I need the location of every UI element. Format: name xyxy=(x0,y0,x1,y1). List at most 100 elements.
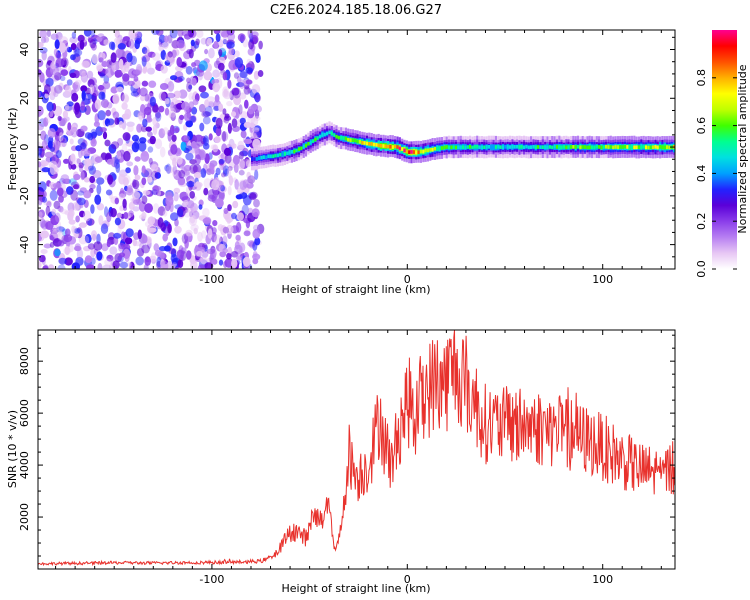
heatmap-cell xyxy=(239,117,246,125)
heatmap-cell xyxy=(91,92,97,103)
heatmap-cell xyxy=(191,62,197,68)
heatmap-cell xyxy=(254,92,261,103)
heatmap-cell xyxy=(240,130,247,139)
heatmap-cell xyxy=(181,30,190,37)
heatmap-cell xyxy=(197,264,206,269)
heatmap-cell xyxy=(226,252,232,260)
heatmap-cell xyxy=(279,152,282,157)
heatmap-cell xyxy=(245,160,252,168)
heatmap-cell xyxy=(297,147,301,151)
heatmap-cell xyxy=(80,170,85,181)
heatmap-cell xyxy=(179,114,185,121)
heatmap-cell xyxy=(247,175,256,184)
heatmap-cell xyxy=(124,253,130,263)
heatmap-cell xyxy=(274,153,277,158)
heatmap-cell xyxy=(436,147,439,151)
heatmap-cell xyxy=(198,103,206,113)
heatmap-cell xyxy=(227,247,232,254)
heatmap-cell xyxy=(471,145,474,150)
heatmap-cell xyxy=(232,154,240,165)
heatmap-cell xyxy=(93,90,100,97)
heatmap-cell xyxy=(163,35,169,43)
heatmap-cell xyxy=(612,145,615,150)
heatmap-cell xyxy=(227,204,232,212)
heatmap-cell xyxy=(581,145,584,149)
heatmap-cell xyxy=(97,262,103,269)
heatmap-cell xyxy=(222,131,227,142)
heatmap-cell xyxy=(66,79,73,86)
heatmap-cell xyxy=(114,30,120,39)
heatmap-cell xyxy=(73,173,81,181)
heatmap-cell xyxy=(57,240,65,247)
heatmap-cell xyxy=(86,218,95,226)
heatmap-cell xyxy=(43,36,50,43)
heatmap-cell xyxy=(169,124,175,136)
heatmap-cell xyxy=(245,67,254,74)
heatmap-cell xyxy=(215,167,221,176)
heatmap-cell xyxy=(141,244,151,254)
heatmap-cell xyxy=(147,176,153,183)
heatmap-cell xyxy=(415,150,418,155)
heatmap-cell xyxy=(476,144,479,149)
heatmap-cell xyxy=(405,149,408,154)
heatmap-cell xyxy=(173,90,181,99)
heatmap-cell xyxy=(164,98,170,105)
heatmap-cell xyxy=(90,138,97,147)
heatmap-cell xyxy=(106,211,112,223)
heatmap-cell xyxy=(326,131,329,136)
heatmap-cell xyxy=(170,101,175,112)
heatmap-cell xyxy=(124,108,132,120)
heatmap-cell xyxy=(203,216,212,226)
heatmap-cell xyxy=(647,145,650,150)
heatmap-cell xyxy=(191,106,198,115)
heatmap-cell xyxy=(136,123,143,133)
heatmap-cell xyxy=(159,146,166,158)
heatmap-cell xyxy=(66,186,74,195)
heatmap-cell xyxy=(41,36,47,44)
heatmap-cell xyxy=(98,215,104,226)
heatmap-cell xyxy=(246,171,251,179)
heatmap-cell xyxy=(151,52,161,61)
heatmap-cell xyxy=(208,47,215,59)
heatmap-cell xyxy=(183,209,192,218)
heatmap-cell xyxy=(210,232,217,243)
heatmap-cell xyxy=(546,145,549,150)
heatmap-cell xyxy=(649,145,652,150)
heatmap-cell xyxy=(244,99,249,109)
heatmap-cell xyxy=(237,140,244,150)
heatmap-cell xyxy=(58,132,64,142)
heatmap-cell xyxy=(177,75,185,82)
heatmap-cell xyxy=(104,258,112,267)
heatmap-cell xyxy=(240,111,248,120)
heatmap-cell xyxy=(118,242,126,250)
heatmap-cell xyxy=(253,157,256,161)
heatmap-cell xyxy=(148,80,157,88)
heatmap-cell xyxy=(215,117,223,129)
heatmap-cell xyxy=(46,101,54,112)
heatmap-cell xyxy=(151,252,156,262)
heatmap-cell xyxy=(198,60,208,71)
heatmap-cell xyxy=(94,99,101,110)
heatmap-cell xyxy=(139,87,148,97)
heatmap-cell xyxy=(659,145,662,149)
heatmap-cell xyxy=(626,145,629,149)
heatmap-cell xyxy=(151,30,160,35)
heatmap-cell xyxy=(52,182,62,189)
heatmap-cell xyxy=(340,136,343,140)
heatmap-cell xyxy=(614,145,617,149)
heatmap-cell xyxy=(183,135,190,142)
heatmap-cell xyxy=(55,58,65,68)
spectrogram-ticks: -100 0 100 -40 -20 0 20 40 xyxy=(18,30,675,286)
heatmap-cell xyxy=(323,132,326,137)
heatmap-cell xyxy=(560,145,563,150)
heatmap-cell xyxy=(162,210,168,217)
heatmap-cell xyxy=(169,107,177,118)
heatmap-cell xyxy=(125,167,131,174)
heatmap-cell xyxy=(98,91,105,100)
heatmap-cell xyxy=(412,150,415,154)
heatmap-cell xyxy=(234,57,244,69)
heatmap-cell xyxy=(201,230,207,239)
heatmap-cell xyxy=(245,79,253,85)
heatmap-cell xyxy=(44,151,54,158)
heatmap-cell xyxy=(226,41,235,49)
